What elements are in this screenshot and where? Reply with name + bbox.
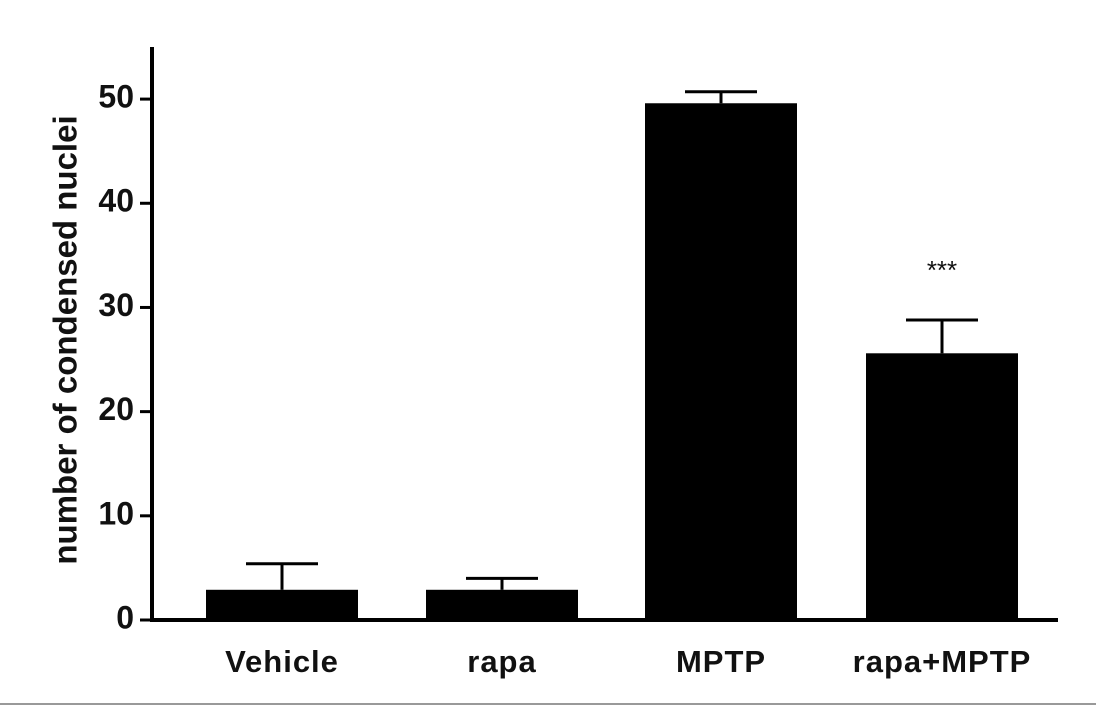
y-tick-label: 20 <box>98 391 134 427</box>
y-tick-label: 0 <box>116 599 134 635</box>
x-tick-label: rapa+MPTP <box>853 644 1032 679</box>
bar <box>645 103 797 620</box>
x-tick-label: rapa <box>467 644 536 679</box>
error-bar <box>466 576 538 590</box>
x-tick-label: MPTP <box>676 644 766 679</box>
error-bar <box>685 90 757 104</box>
bar <box>866 353 1018 620</box>
bar <box>206 589 358 620</box>
y-tick-label: 40 <box>98 183 134 219</box>
bar <box>426 589 578 620</box>
y-tick-label: 10 <box>98 495 134 531</box>
y-tick-label: 50 <box>98 79 134 115</box>
x-tick-label: Vehicle <box>225 644 339 679</box>
y-axis-label: number of condensed nuclei <box>47 115 84 564</box>
error-bar <box>246 562 318 590</box>
y-tick-label: 30 <box>98 287 134 323</box>
error-bar <box>906 318 978 354</box>
annotation: *** <box>927 255 957 285</box>
